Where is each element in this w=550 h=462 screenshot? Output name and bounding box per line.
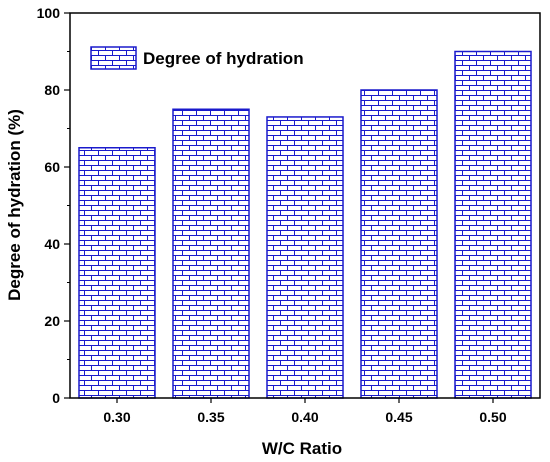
x-axis-title: W/C Ratio: [262, 439, 342, 458]
y-tick-label: 100: [37, 5, 61, 21]
y-tick-label: 20: [44, 313, 60, 329]
y-tick-label: 60: [44, 159, 60, 175]
bar-0.50: [454, 50, 532, 399]
legend: Degree of hydration: [90, 46, 304, 70]
bar-0.35: [172, 108, 250, 399]
x-tick-label: 0.45: [385, 409, 412, 425]
bar-0.45: [360, 89, 438, 399]
bar-0.30: [78, 147, 156, 399]
bar-0.40: [266, 116, 344, 399]
x-tick-label: 0.50: [479, 409, 506, 425]
y-axis-ticks: 0 20 40 60 80 100: [37, 5, 70, 406]
x-tick-label: 0.30: [103, 409, 130, 425]
legend-swatch: [90, 46, 137, 70]
y-tick-label: 0: [52, 390, 60, 406]
y-axis-title: Degree of hydration (%): [5, 109, 24, 301]
x-tick-label: 0.40: [291, 409, 318, 425]
x-tick-label: 0.35: [197, 409, 224, 425]
legend-label: Degree of hydration: [143, 49, 304, 68]
bars-group: [78, 50, 532, 399]
y-tick-label: 80: [44, 82, 60, 98]
plot-frame: [69, 12, 541, 399]
y-tick-label: 40: [44, 236, 60, 252]
x-axis-ticks: 0.30 0.35 0.40 0.45 0.50: [103, 398, 507, 425]
